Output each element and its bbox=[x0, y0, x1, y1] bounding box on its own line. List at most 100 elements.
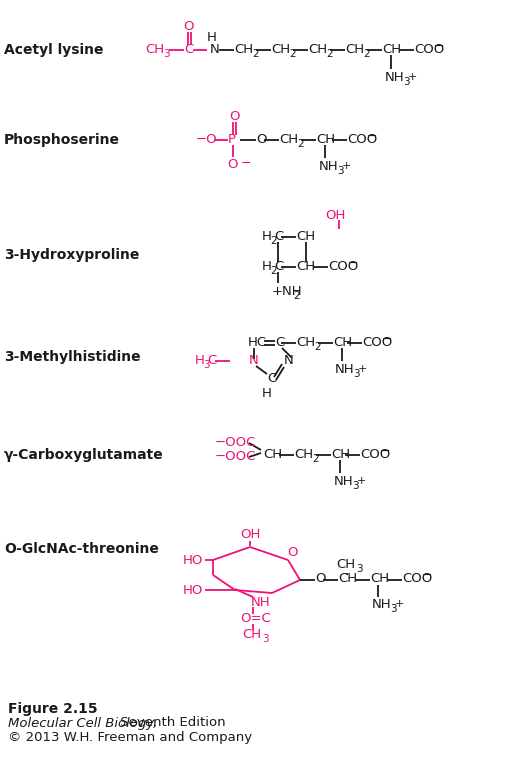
Text: −OOC: −OOC bbox=[215, 450, 256, 463]
Text: COO: COO bbox=[362, 336, 392, 349]
Text: +: + bbox=[358, 364, 367, 374]
Text: P: P bbox=[228, 132, 236, 145]
Text: O: O bbox=[228, 158, 238, 171]
Text: −: − bbox=[382, 333, 392, 346]
Text: HO: HO bbox=[183, 584, 204, 597]
Text: −: − bbox=[380, 444, 390, 457]
Text: CH: CH bbox=[279, 132, 298, 145]
Text: CH: CH bbox=[345, 43, 364, 56]
Text: 2: 2 bbox=[363, 49, 370, 59]
Text: −OOC: −OOC bbox=[215, 435, 256, 448]
Text: 3-Hydroxyproline: 3-Hydroxyproline bbox=[4, 248, 139, 262]
Text: O: O bbox=[287, 545, 297, 558]
Text: NH: NH bbox=[372, 598, 392, 611]
Text: 2: 2 bbox=[312, 454, 319, 464]
Text: CH: CH bbox=[145, 43, 164, 56]
Text: COO: COO bbox=[347, 132, 377, 145]
Text: 2: 2 bbox=[270, 236, 277, 246]
Text: 3: 3 bbox=[262, 634, 269, 644]
Text: NH: NH bbox=[334, 474, 353, 487]
Text: H: H bbox=[207, 31, 217, 44]
Text: © 2013 W.H. Freeman and Company: © 2013 W.H. Freeman and Company bbox=[8, 731, 252, 744]
Text: −: − bbox=[434, 40, 444, 53]
Text: H: H bbox=[262, 386, 272, 399]
Text: CH: CH bbox=[271, 43, 290, 56]
Text: COO: COO bbox=[360, 448, 390, 461]
Text: +NH: +NH bbox=[272, 285, 302, 298]
Text: 2: 2 bbox=[314, 342, 321, 352]
Text: O-GlcNAc-threonine: O-GlcNAc-threonine bbox=[4, 542, 159, 556]
Text: COO: COO bbox=[414, 43, 444, 56]
Text: 3: 3 bbox=[352, 481, 359, 491]
Text: CH: CH bbox=[296, 259, 315, 272]
Text: Molecular Cell Biology,: Molecular Cell Biology, bbox=[8, 717, 157, 730]
Text: CH: CH bbox=[316, 132, 335, 145]
Text: CH: CH bbox=[234, 43, 253, 56]
Text: O: O bbox=[229, 109, 239, 122]
Text: CH: CH bbox=[337, 558, 356, 571]
Text: H: H bbox=[262, 259, 272, 272]
Text: γ-Carboxyglutamate: γ-Carboxyglutamate bbox=[4, 448, 164, 462]
Text: NH: NH bbox=[319, 159, 339, 172]
Text: +: + bbox=[357, 476, 367, 486]
Text: C: C bbox=[274, 230, 283, 243]
Text: −: − bbox=[367, 129, 378, 142]
Text: H: H bbox=[262, 230, 272, 243]
Text: O: O bbox=[183, 19, 193, 32]
Text: CH: CH bbox=[296, 336, 315, 349]
Text: −: − bbox=[241, 157, 251, 170]
Text: Seventh Edition: Seventh Edition bbox=[116, 717, 226, 730]
Text: N: N bbox=[210, 43, 220, 56]
Text: NH: NH bbox=[335, 363, 355, 376]
Text: 3: 3 bbox=[163, 49, 169, 59]
Text: C: C bbox=[267, 372, 276, 385]
Text: CH: CH bbox=[333, 336, 352, 349]
Text: COO: COO bbox=[328, 259, 358, 272]
Text: NH: NH bbox=[385, 70, 404, 83]
Text: CH: CH bbox=[331, 448, 350, 461]
Text: O: O bbox=[256, 132, 267, 145]
Text: +: + bbox=[342, 161, 351, 171]
Text: COO: COO bbox=[402, 572, 432, 585]
Text: 2: 2 bbox=[297, 139, 304, 149]
Text: 3: 3 bbox=[403, 77, 410, 87]
Text: 2: 2 bbox=[252, 49, 259, 59]
Text: 3: 3 bbox=[390, 604, 397, 614]
Text: 2: 2 bbox=[270, 266, 277, 276]
Text: CH: CH bbox=[294, 448, 313, 461]
Text: O: O bbox=[315, 572, 326, 585]
Text: +: + bbox=[408, 72, 417, 82]
Text: 2: 2 bbox=[326, 49, 332, 59]
Text: CH: CH bbox=[242, 629, 261, 642]
Text: N: N bbox=[249, 353, 259, 366]
Text: −: − bbox=[348, 256, 359, 269]
Text: CH: CH bbox=[338, 572, 357, 585]
Text: OH: OH bbox=[240, 529, 260, 542]
Text: HC: HC bbox=[248, 336, 267, 349]
Text: +: + bbox=[395, 599, 404, 609]
Text: C: C bbox=[184, 43, 193, 56]
Text: OH: OH bbox=[325, 209, 345, 222]
Text: C: C bbox=[275, 336, 284, 349]
Text: CH: CH bbox=[382, 43, 401, 56]
Text: 3: 3 bbox=[353, 369, 360, 379]
Text: 2: 2 bbox=[293, 291, 300, 301]
Text: 3: 3 bbox=[203, 360, 210, 370]
Text: CH: CH bbox=[370, 572, 389, 585]
Text: −: − bbox=[422, 568, 432, 581]
Text: 2: 2 bbox=[289, 49, 296, 59]
Text: HO: HO bbox=[183, 554, 204, 567]
Text: CH: CH bbox=[296, 230, 315, 243]
Text: H: H bbox=[195, 353, 205, 366]
Text: C: C bbox=[207, 353, 216, 366]
Text: −O: −O bbox=[196, 132, 218, 145]
Text: Figure 2.15: Figure 2.15 bbox=[8, 702, 98, 716]
Text: NH: NH bbox=[251, 595, 270, 608]
Text: Acetyl lysine: Acetyl lysine bbox=[4, 43, 104, 57]
Text: CH: CH bbox=[263, 448, 282, 461]
Text: CH: CH bbox=[308, 43, 327, 56]
Text: N: N bbox=[284, 353, 294, 366]
Text: Phosphoserine: Phosphoserine bbox=[4, 133, 120, 147]
Text: C: C bbox=[274, 259, 283, 272]
Text: 3: 3 bbox=[337, 166, 343, 176]
